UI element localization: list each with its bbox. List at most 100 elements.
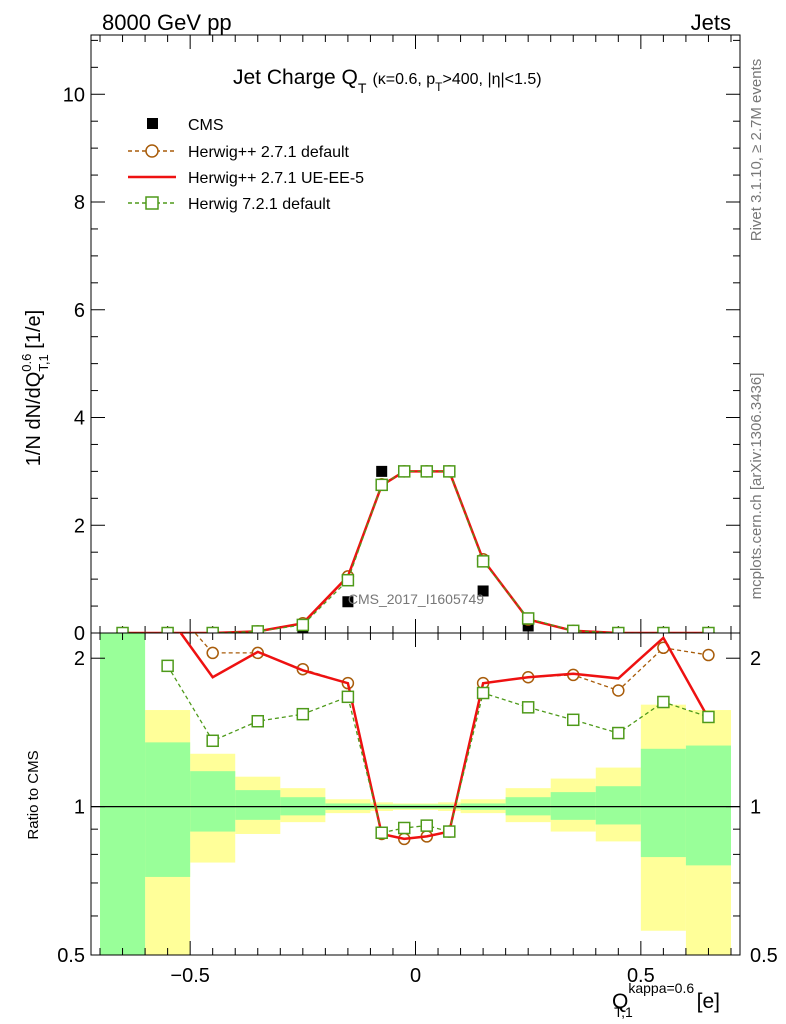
ratio-ytick-label: 2 xyxy=(74,648,85,670)
chart-title-details-end: >400, |η|<1.5) xyxy=(443,71,542,88)
analysis-watermark: CMS_2017_I1605749 xyxy=(348,591,484,607)
main-ytick-label: 2 xyxy=(74,515,85,537)
mc-point-square xyxy=(657,626,670,633)
ratio-band-green xyxy=(685,745,731,866)
ratio-ylabel: Ratio to CMS xyxy=(25,750,42,839)
main-ytick-label: 0 xyxy=(74,623,85,645)
mc-point-square xyxy=(296,618,310,632)
series-line xyxy=(122,470,709,633)
series-main-solid xyxy=(122,470,709,633)
data-point xyxy=(342,596,354,608)
mc-point-square xyxy=(476,686,490,700)
ratio-xtick-label: 0 xyxy=(410,965,421,987)
mc-point-square xyxy=(341,573,355,587)
series-ratio-square-dashed xyxy=(161,659,715,840)
series-main-square-dashed xyxy=(116,465,715,633)
legend-marker-cms xyxy=(147,118,158,129)
ratio-ytick-label: 0.5 xyxy=(57,945,85,967)
main-ylabel-sup: 0.6 xyxy=(19,354,34,372)
mc-point-square xyxy=(206,734,219,748)
mc-point-square xyxy=(566,624,580,633)
main-ylabel-pre: 1/N dN/dQ xyxy=(23,372,45,466)
chart-title-details-sub: T xyxy=(435,80,443,94)
chart-title-details: (κ=0.6, p xyxy=(372,71,435,88)
legend-label-herwig-default: Herwig++ 2.7.1 default xyxy=(188,144,350,161)
mc-point-square xyxy=(702,626,715,633)
mc-point-square xyxy=(612,626,625,633)
main-panel: 0 2 4 6 8 10 xyxy=(63,34,741,645)
main-ytick-label: 8 xyxy=(74,192,85,214)
ratio-xlabel-sub: T,1 xyxy=(614,1004,633,1020)
ratio-band-green xyxy=(550,792,596,820)
series-line xyxy=(179,633,710,841)
mc-point-square xyxy=(657,695,670,709)
mc-point-circle xyxy=(702,648,715,662)
ratio-band-green xyxy=(640,748,686,858)
mc-point-square xyxy=(116,626,129,633)
mc-point-square xyxy=(397,821,411,835)
series-ratio-solid xyxy=(179,633,710,841)
mc-point-square xyxy=(521,701,535,714)
rivet-version-label: Rivet 3.1.10, ≥ 2.7M events xyxy=(748,59,765,242)
ratio-panel: −0.5 0 0.5 0.5 0.5 1 1 2 2 xyxy=(57,597,778,987)
mc-point-square xyxy=(161,659,174,673)
legend-marker-herwig-default xyxy=(145,144,159,158)
mc-point-circle xyxy=(162,597,173,608)
mc-point-square xyxy=(420,465,434,478)
mc-point-circle xyxy=(612,684,625,697)
series-line xyxy=(122,470,709,633)
mc-point-circle xyxy=(206,646,219,660)
ratio-xtick-label: 0.5 xyxy=(627,965,655,987)
ratio-band-green xyxy=(100,633,146,955)
legend: CMS Herwig++ 2.7.1 default Herwig++ 2.7.… xyxy=(128,117,364,213)
legend-label-herwig7: Herwig 7.2.1 default xyxy=(188,196,331,213)
main-ytick-label: 4 xyxy=(74,408,85,430)
mc-point-square xyxy=(420,819,434,832)
main-ytick-label: 6 xyxy=(74,300,85,322)
mc-point-square xyxy=(341,690,355,704)
ratio-ytick-label: 1 xyxy=(74,797,85,819)
mc-point-square xyxy=(443,465,456,478)
main-ytick-label: 10 xyxy=(63,84,85,106)
mc-point-square xyxy=(375,826,388,840)
ratio-xlabel: Qkappa=0.6 T,1 [e] xyxy=(612,980,720,1020)
series-main-circle-dashed xyxy=(116,465,715,633)
chart-title-sub: T xyxy=(358,80,367,96)
legend-marker-herwig7 xyxy=(145,196,159,210)
mc-point-square xyxy=(296,707,310,721)
mc-point-square xyxy=(251,625,265,633)
legend-label-cms: CMS xyxy=(188,117,224,134)
mc-point-square xyxy=(476,555,490,568)
ratio-band-green xyxy=(190,771,236,832)
mc-point-square xyxy=(702,710,715,724)
data-point xyxy=(376,465,388,477)
ratio-xlabel-sup: kappa=0.6 xyxy=(628,980,694,996)
chart-title: Jet Charge QT (κ=0.6, pT>400, |η|<1.5) xyxy=(233,66,542,96)
legend-label-herwig-ueee5: Herwig++ 2.7.1 UE-EE-5 xyxy=(188,170,364,187)
ratio-band-green xyxy=(235,790,281,820)
mcplots-label: mcplots.cern.ch [arXiv:1306.3436] xyxy=(748,373,765,600)
ratio-ytick-label-right: 2 xyxy=(750,648,761,670)
mc-point-square xyxy=(397,465,411,478)
main-ylabel-sub: T,1 xyxy=(36,354,51,371)
ratio-band-green xyxy=(145,742,191,877)
mc-point-square xyxy=(161,626,174,633)
ratio-xlabel-post: [e] xyxy=(691,990,720,1013)
mc-point-square xyxy=(521,612,535,625)
mc-point-square xyxy=(251,714,265,728)
main-ylabel: 1/N dN/dQ0.6 T,1 [1/e] xyxy=(19,310,51,466)
ratio-xtick-label: −0.5 xyxy=(170,965,209,987)
mc-point-square xyxy=(206,626,219,633)
data-point xyxy=(477,585,489,597)
ratio-band-green xyxy=(595,786,641,825)
series-line xyxy=(122,470,709,633)
ratio-ytick-label-right: 0.5 xyxy=(750,945,778,967)
header-energy-label: 8000 GeV pp xyxy=(102,10,232,35)
mc-point-square xyxy=(443,825,456,838)
main-ylabel-post: [1/e] xyxy=(23,310,45,354)
header-process-label: Jets xyxy=(691,10,731,35)
series-main-data xyxy=(117,465,714,633)
ratio-xlabel-pre: Q xyxy=(612,990,628,1013)
data-point xyxy=(522,620,534,632)
